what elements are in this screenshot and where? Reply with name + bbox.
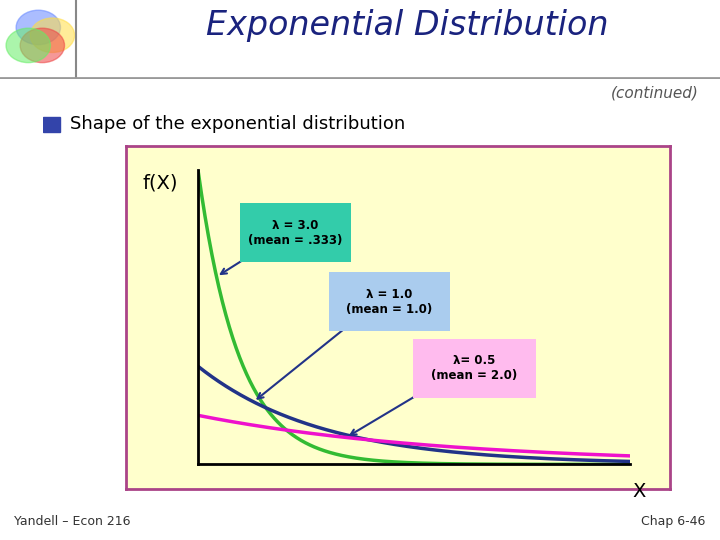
Text: Yandell – Econ 216: Yandell – Econ 216 xyxy=(14,515,131,528)
Text: Chap 6-46: Chap 6-46 xyxy=(642,515,706,528)
Bar xyxy=(43,117,60,132)
FancyBboxPatch shape xyxy=(413,339,536,397)
Text: Shape of the exponential distribution: Shape of the exponential distribution xyxy=(70,115,405,133)
Text: λ = 3.0
(mean = .333): λ = 3.0 (mean = .333) xyxy=(248,219,343,247)
Text: λ = 1.0
(mean = 1.0): λ = 1.0 (mean = 1.0) xyxy=(346,288,433,315)
Text: f(X): f(X) xyxy=(143,173,178,192)
Text: (continued): (continued) xyxy=(611,86,698,100)
Circle shape xyxy=(30,18,75,52)
Circle shape xyxy=(16,10,60,45)
Text: X: X xyxy=(632,482,645,501)
Circle shape xyxy=(20,28,65,63)
Text: Exponential Distribution: Exponential Distribution xyxy=(205,9,608,42)
FancyBboxPatch shape xyxy=(329,272,450,331)
Circle shape xyxy=(6,28,50,63)
Text: λ= 0.5
(mean = 2.0): λ= 0.5 (mean = 2.0) xyxy=(431,354,518,382)
FancyBboxPatch shape xyxy=(240,204,351,262)
